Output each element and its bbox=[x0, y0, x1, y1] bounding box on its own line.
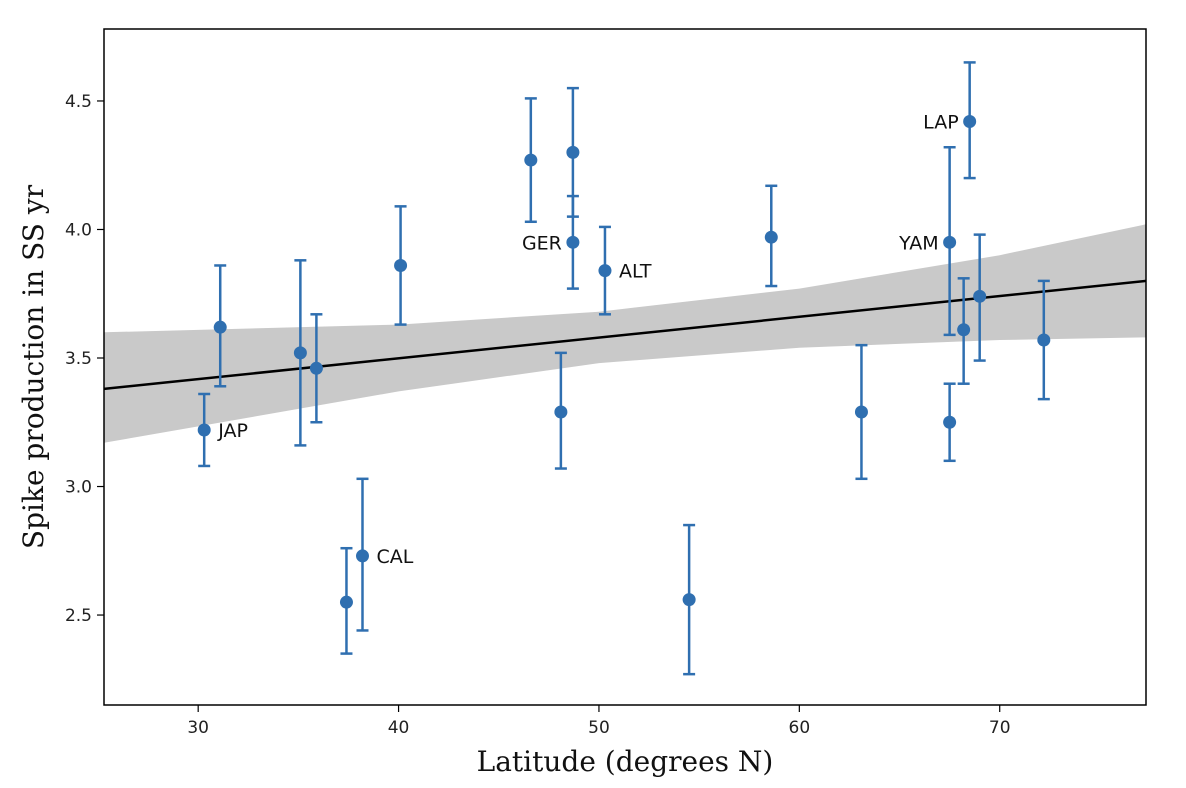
data-point bbox=[309, 361, 323, 375]
point-label: LAP bbox=[923, 112, 958, 134]
data-point bbox=[764, 230, 778, 244]
point-label: CAL bbox=[376, 546, 413, 568]
data-point bbox=[943, 235, 957, 249]
data-point bbox=[339, 595, 353, 609]
fit-line bbox=[103, 279, 1147, 391]
point-label: GER bbox=[522, 232, 562, 254]
confidence-band-layer bbox=[104, 224, 1146, 443]
data-point bbox=[293, 346, 307, 360]
data-point bbox=[566, 235, 580, 249]
fit-line-layer bbox=[103, 279, 1147, 391]
data-point bbox=[682, 593, 696, 607]
data-point bbox=[1037, 333, 1051, 347]
x-tick-label: 40 bbox=[388, 718, 410, 738]
x-axis: 30 40 50 60 70 bbox=[187, 705, 1011, 738]
point-label-layer: JAP CAL GER ALT YAM LAP bbox=[217, 112, 958, 568]
data-point bbox=[963, 115, 977, 129]
point-layer bbox=[197, 115, 1051, 609]
point-label: ALT bbox=[619, 261, 652, 283]
x-tick-label: 60 bbox=[789, 718, 811, 738]
y-tick-label: 4.5 bbox=[65, 92, 92, 112]
data-point bbox=[957, 323, 971, 337]
x-tick-label: 30 bbox=[187, 718, 209, 738]
data-point bbox=[394, 258, 408, 272]
x-tick-label: 50 bbox=[588, 718, 610, 738]
plot-area-frame bbox=[103, 28, 1147, 706]
y-axis: 2.5 3.0 3.5 4.0 4.5 bbox=[65, 92, 104, 626]
data-point bbox=[355, 549, 369, 563]
y-axis-label: Spike production in SS yr bbox=[17, 184, 50, 549]
data-point bbox=[943, 415, 957, 429]
data-point bbox=[554, 405, 568, 419]
data-point bbox=[598, 264, 612, 278]
data-point bbox=[973, 289, 987, 303]
y-tick-label: 2.5 bbox=[65, 606, 92, 626]
y-tick-label: 3.5 bbox=[65, 349, 92, 369]
data-point bbox=[213, 320, 227, 334]
point-label: JAP bbox=[217, 420, 248, 442]
point-label: YAM bbox=[898, 232, 939, 254]
confidence-band bbox=[104, 224, 1146, 443]
x-axis-label: Latitude (degrees N) bbox=[477, 745, 774, 778]
data-point bbox=[854, 405, 868, 419]
y-tick-label: 4.0 bbox=[65, 220, 92, 240]
y-tick-label: 3.0 bbox=[65, 478, 92, 498]
data-point bbox=[566, 145, 580, 159]
data-point bbox=[197, 423, 211, 437]
x-tick-label: 70 bbox=[989, 718, 1011, 738]
data-point bbox=[524, 153, 538, 167]
